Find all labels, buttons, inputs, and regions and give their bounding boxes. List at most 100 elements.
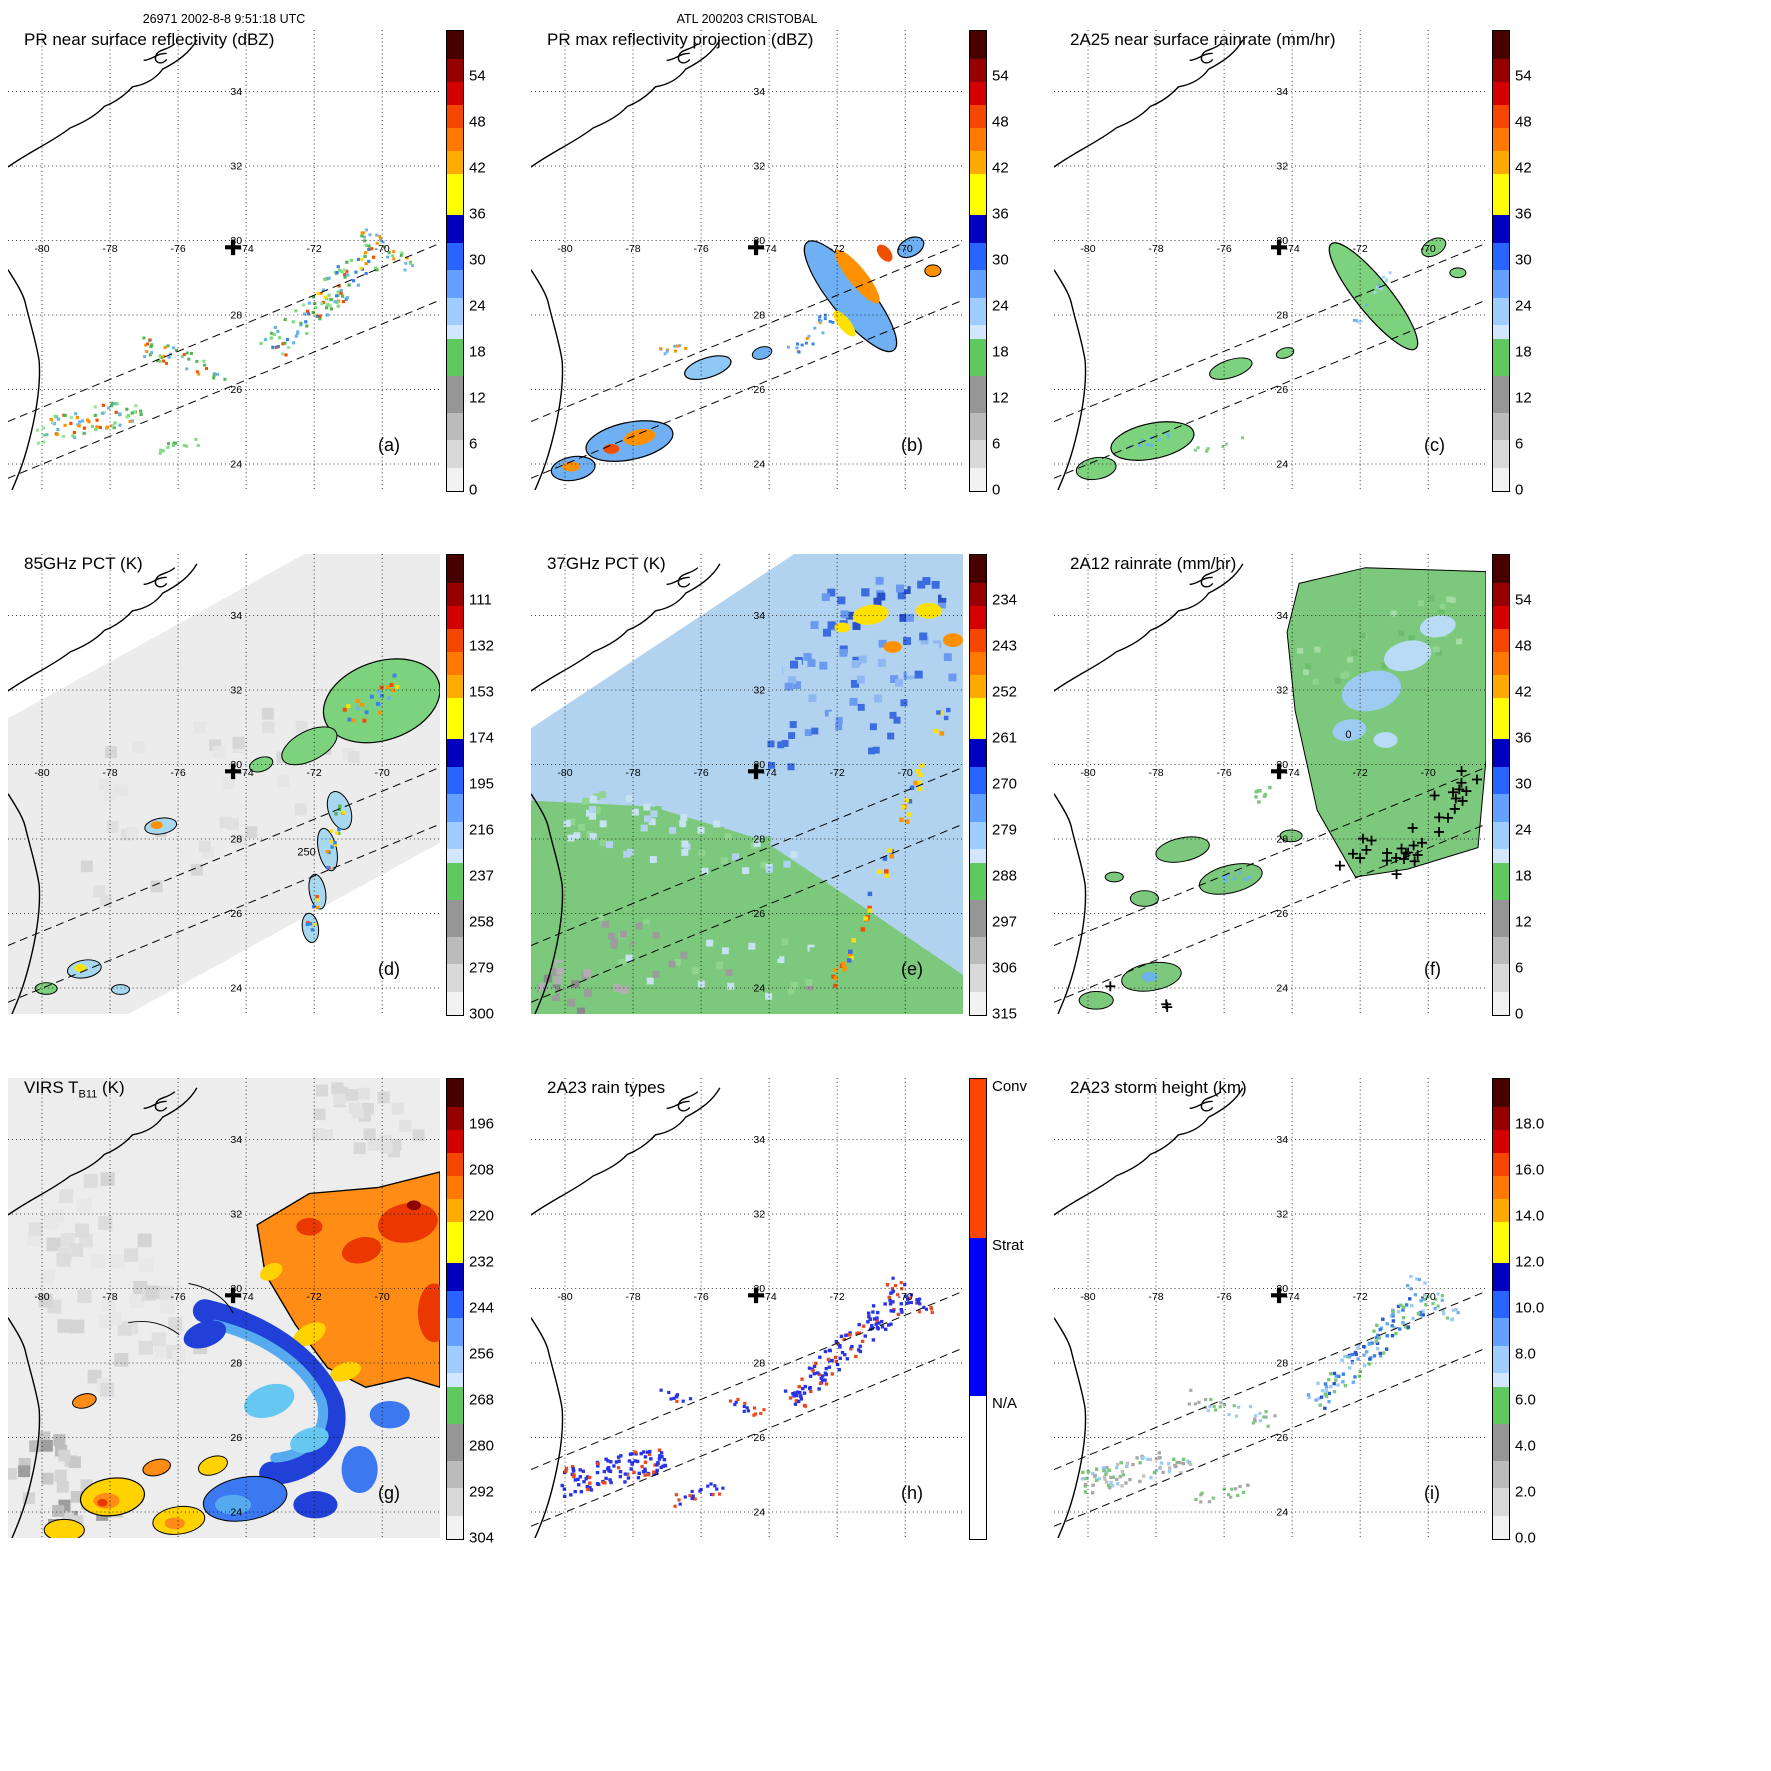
panel-letter: (e) bbox=[901, 959, 923, 979]
latitude-label: 24 bbox=[230, 983, 242, 994]
colorbar-tick-label: 42 bbox=[992, 159, 1009, 177]
data-layer bbox=[1075, 237, 1467, 481]
colorbar-segment bbox=[447, 339, 463, 376]
colorbar bbox=[1492, 554, 1510, 1016]
coastline bbox=[1054, 269, 1087, 490]
graticule-labels: -80 -78 -76 -74 -72 -70 34 32 30 28 26 24 bbox=[557, 87, 913, 470]
panel-letter: (d) bbox=[378, 959, 400, 979]
data-speckles bbox=[1221, 871, 1252, 883]
colorbar-segment bbox=[1493, 991, 1509, 1015]
colorbar-labels: 18.0 16.0 14.0 12.0 10.0 8.0 6.0 4.0 2.0 0.0 bbox=[1515, 1078, 1573, 1547]
data-speckles bbox=[27, 1172, 208, 1397]
panel-letter: (h) bbox=[901, 1483, 923, 1503]
colorbar-segment bbox=[447, 555, 463, 583]
contour-label: 0 bbox=[1345, 729, 1351, 741]
longitude-label: -70 bbox=[1421, 1292, 1436, 1303]
colorbar-segment bbox=[970, 899, 986, 937]
coastline bbox=[531, 39, 721, 168]
colorbar-segment bbox=[1493, 605, 1509, 629]
panel-title: PR near surface reflectivity (dBZ) bbox=[24, 30, 275, 49]
colorbar-segment bbox=[1493, 325, 1509, 340]
latitude-label: 30 bbox=[753, 236, 765, 247]
colorbar-segment bbox=[447, 1290, 463, 1319]
colorbar-tick-label: 54 bbox=[1515, 591, 1532, 609]
colorbar-tick-label: 6 bbox=[1515, 435, 1524, 453]
colorbar-tick-label: 36 bbox=[469, 205, 486, 223]
coastline bbox=[8, 793, 41, 1014]
colorbar-segment bbox=[970, 467, 986, 491]
coastline bbox=[531, 563, 721, 692]
colorbar-tick-label: 315 bbox=[992, 1005, 1018, 1023]
data-speckles bbox=[1254, 785, 1272, 804]
longitude-label: -74 bbox=[239, 244, 254, 255]
header-orbit-info: 26971 2002-8-8 9:51:18 UTC bbox=[142, 12, 306, 26]
data-speckles bbox=[312, 1082, 425, 1158]
longitude-label: -72 bbox=[830, 1292, 845, 1303]
data-layer bbox=[550, 236, 942, 482]
storm-center-marker bbox=[1271, 239, 1288, 256]
longitude-label: -80 bbox=[557, 244, 572, 255]
latitude-label: 34 bbox=[230, 1135, 242, 1146]
longitude-label: -76 bbox=[1216, 1292, 1231, 1303]
storm-center-marker bbox=[225, 239, 242, 256]
data-speckles bbox=[783, 1291, 904, 1408]
colorbar-tick-label: 18 bbox=[992, 343, 1009, 361]
colorbar bbox=[446, 554, 464, 1016]
data-speckles bbox=[259, 243, 379, 357]
coastline bbox=[8, 269, 41, 490]
colorbar-tick-label: 48 bbox=[1515, 113, 1532, 131]
latitude-label: 32 bbox=[753, 685, 765, 696]
latitude-label: 30 bbox=[1276, 760, 1288, 771]
colorbar-tick-label: 6 bbox=[992, 435, 1001, 453]
colorbar-segment bbox=[1493, 651, 1509, 675]
colorbar-segment bbox=[970, 849, 986, 864]
colorbar-segment bbox=[447, 674, 463, 698]
data-speckles bbox=[1306, 1293, 1428, 1410]
colorbar-tick-label: 12.0 bbox=[1515, 1253, 1545, 1271]
colorbar-segment bbox=[447, 31, 463, 59]
colorbar-segment bbox=[447, 991, 463, 1015]
longitude-label: -76 bbox=[170, 1292, 185, 1303]
longitude-label: -70 bbox=[375, 1292, 390, 1303]
colorbar-segment bbox=[1493, 821, 1509, 850]
panel-title: VIRS TB11 (K) bbox=[24, 1078, 125, 1101]
colorbar-category-label: N/A bbox=[992, 1395, 1018, 1413]
data-speckles bbox=[597, 914, 817, 1000]
colorbar-segment bbox=[447, 863, 463, 900]
colorbar-segment bbox=[447, 821, 463, 850]
colorbar-tick-label: 30 bbox=[1515, 775, 1532, 793]
colorbar-segment bbox=[1493, 58, 1509, 82]
latitude-label: 24 bbox=[1276, 459, 1288, 470]
colorbar-segment bbox=[970, 81, 986, 105]
colorbar-tick-label: 174 bbox=[469, 729, 495, 747]
longitude-label: -76 bbox=[1216, 244, 1231, 255]
colorbar-tick-label: 24 bbox=[992, 297, 1009, 315]
colorbar-segment bbox=[1493, 1460, 1509, 1489]
storm-center-marker bbox=[1271, 763, 1288, 780]
longitude-label: -78 bbox=[625, 244, 640, 255]
latitude-label: 32 bbox=[753, 161, 765, 172]
data-speckles bbox=[1352, 271, 1392, 324]
colorbar-tick-label: 54 bbox=[469, 67, 486, 85]
panel-letter: (f) bbox=[1424, 959, 1441, 979]
longitude-label: -80 bbox=[1080, 1292, 1095, 1303]
colorbar-segment bbox=[1493, 242, 1509, 271]
map-canvas: -80 -78 -76 -74 -72 -70 34 32 30 28 26 24 bbox=[8, 30, 440, 490]
colorbar-tick-label: 0 bbox=[1515, 1005, 1524, 1023]
colorbar-segment bbox=[1493, 1129, 1509, 1153]
latitude-label: 28 bbox=[753, 310, 765, 321]
colorbar-segment bbox=[970, 104, 986, 128]
colorbar-segment bbox=[1493, 1515, 1509, 1539]
graticule-labels: -80 -78 -76 -74 -72 -70 34 32 30 28 26 24 bbox=[557, 611, 913, 994]
colorbar-tick-label: 8.0 bbox=[1515, 1345, 1536, 1363]
latitude-label: 28 bbox=[1276, 1358, 1288, 1369]
storm-center-marker bbox=[748, 763, 765, 780]
latitude-label: 26 bbox=[753, 1433, 765, 1444]
latitude-label: 32 bbox=[1276, 685, 1288, 696]
colorbar-segment bbox=[1493, 555, 1509, 583]
longitude-label: -74 bbox=[762, 244, 777, 255]
latitude-label: 26 bbox=[230, 909, 242, 920]
colorbar-segment bbox=[447, 440, 463, 468]
colorbar-tick-label: 0 bbox=[1515, 481, 1524, 499]
colorbar bbox=[1492, 1078, 1510, 1540]
